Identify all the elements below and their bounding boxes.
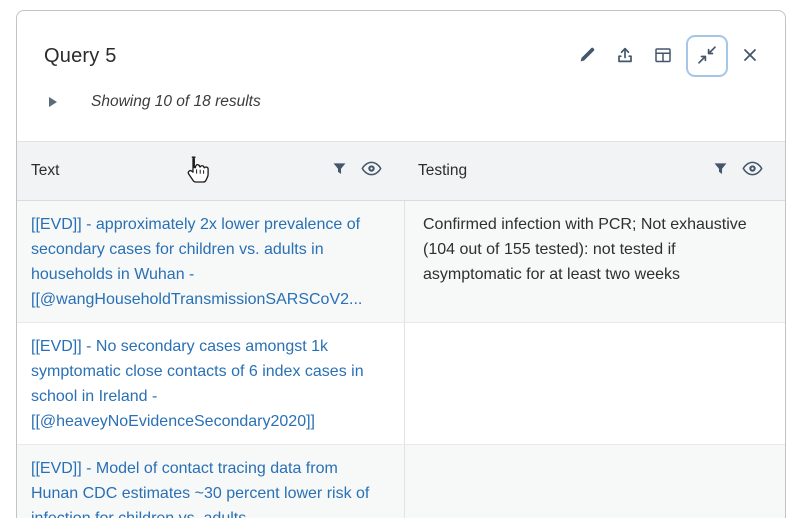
results-count-text: Showing 10 of 18 results — [91, 93, 261, 110]
upload-icon — [615, 45, 635, 68]
panel-header: Query 5 — [17, 11, 785, 77]
pencil-icon — [578, 45, 597, 67]
column-label: Text — [31, 162, 60, 179]
filter-icon[interactable] — [712, 160, 729, 182]
edit-button[interactable] — [578, 45, 597, 67]
eye-icon[interactable] — [742, 161, 763, 181]
filter-icon[interactable] — [331, 160, 348, 182]
result-text-link[interactable]: [[EVD]] - No secondary cases amongst 1k … — [31, 338, 364, 430]
table-icon — [653, 45, 673, 68]
column-header-text[interactable]: Text — [17, 142, 404, 200]
collapse-arrows-icon — [696, 44, 718, 69]
chevron-right-icon[interactable] — [49, 97, 57, 107]
table-row: [[EVD]] - No secondary cases amongst 1k … — [17, 323, 785, 445]
eye-icon[interactable] — [361, 161, 382, 181]
table-row: [[EVD]] - Model of contact tracing data … — [17, 445, 785, 518]
page-title: Query 5 — [44, 44, 117, 67]
table-header-row: Text Testing — [17, 141, 785, 201]
toolbar — [578, 35, 759, 77]
collapse-button[interactable] — [686, 35, 728, 77]
result-text-link[interactable]: [[EVD]] - Model of contact tracing data … — [31, 460, 370, 518]
table-row: [[EVD]] - approximately 2x lower prevale… — [17, 201, 785, 323]
query-results-panel: Query 5 — [16, 10, 786, 518]
close-button[interactable] — [741, 46, 759, 67]
testing-cell[interactable] — [404, 445, 785, 518]
column-header-testing[interactable]: Testing — [404, 142, 785, 200]
table-view-button[interactable] — [653, 45, 673, 68]
export-button[interactable] — [615, 45, 635, 68]
results-summary-row: Showing 10 of 18 results — [17, 77, 785, 111]
close-icon — [741, 46, 759, 67]
result-text-link[interactable]: [[EVD]] - approximately 2x lower prevale… — [31, 216, 363, 308]
testing-cell[interactable]: Confirmed infection with PCR; Not exhaus… — [404, 201, 785, 322]
testing-cell[interactable] — [404, 323, 785, 444]
results-table: Text Testing — [17, 141, 785, 518]
column-label: Testing — [418, 162, 468, 179]
